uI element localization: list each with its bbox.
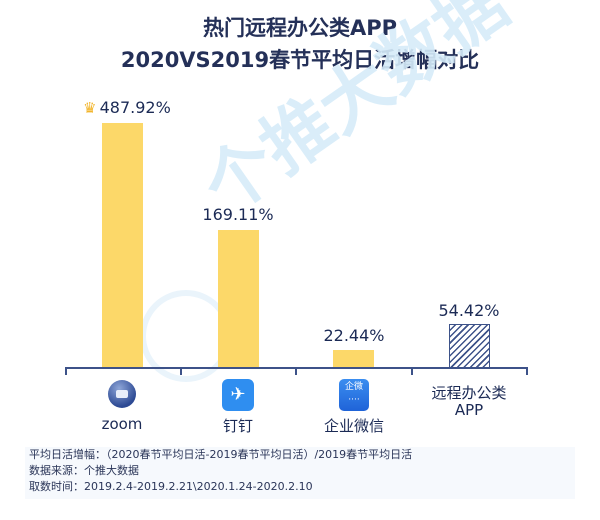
x-label-dingtalk: 钉钉 [222, 417, 253, 435]
bar-dingtalk [218, 230, 259, 368]
bar-value-dingtalk: 169.11% [202, 205, 274, 224]
bar-value-wecom: 22.44% [323, 326, 385, 345]
zoom-camera-icon [108, 380, 136, 408]
note-period: 取数时间：2019.2.4-2019.2.21\2020.1.24-2020.2… [29, 480, 313, 493]
x-label-wecom: 企业微信 [323, 417, 384, 435]
note-source: 数据来源：个推大数据 [29, 464, 139, 477]
x-label-zoom: zoom [101, 415, 143, 433]
x-label-remote-app-line2: APP [454, 401, 484, 419]
wecom-icon: 企微 ···· [339, 379, 369, 411]
footnotes: 平均日活增幅：（2020春节平均日活-2019春节平均日活）/2019春节平均日… [25, 447, 575, 499]
chart-title-line1: 热门远程办公类APP [202, 16, 398, 40]
axis-tick [295, 367, 297, 375]
chart-title-line2: 2020VS2019春节平均日活增幅对比 [120, 48, 480, 72]
axis-tick [65, 367, 67, 375]
axis-tick [526, 367, 528, 375]
bar-wecom [333, 350, 374, 368]
bar-value-zoom: ♛ 487.92% [83, 98, 171, 117]
bar-zoom [102, 123, 143, 368]
dingtalk-icon: ✈ [222, 379, 254, 411]
axis-tick [180, 367, 182, 375]
note-formula: 平均日活增幅：（2020春节平均日活-2019春节平均日活）/2019春节平均日… [29, 448, 413, 461]
bar-remote-app [449, 324, 490, 368]
bar-value-remote-app: 54.42% [438, 301, 500, 320]
axis-tick [411, 367, 413, 375]
crown-icon: ♛ [83, 99, 97, 117]
x-label-remote-app-line1: 远程办公类 [431, 384, 507, 402]
